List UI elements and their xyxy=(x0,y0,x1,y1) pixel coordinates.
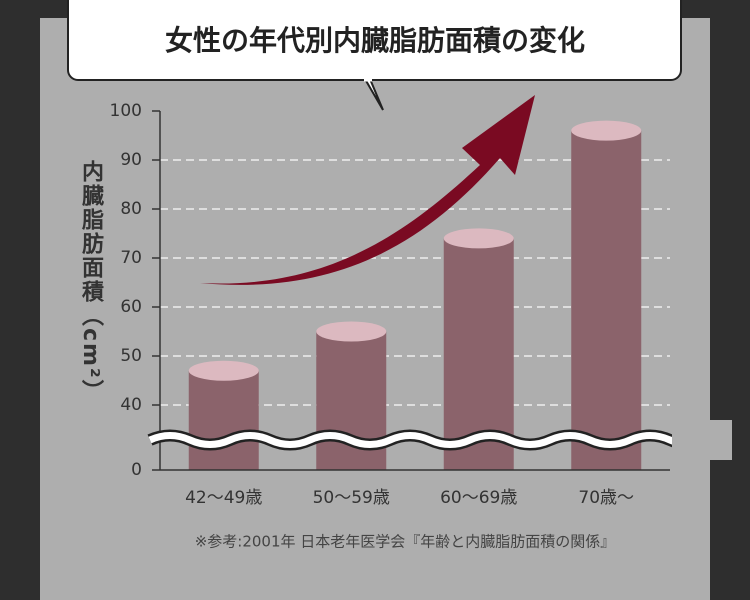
x-tick-label: 60～69歳 xyxy=(440,488,517,508)
title-tail xyxy=(364,78,384,111)
y-tick-label: 50 xyxy=(120,346,142,366)
y-tick-label: 0 xyxy=(131,460,142,480)
bar-top xyxy=(571,120,642,141)
title-box xyxy=(67,0,682,81)
bar xyxy=(571,130,642,470)
trend-arrow xyxy=(200,95,535,285)
bar-top xyxy=(443,228,514,249)
y-tick-label: 70 xyxy=(120,248,142,268)
bar-top xyxy=(188,360,259,381)
axis-break xyxy=(148,432,712,448)
bar xyxy=(188,370,259,470)
y-axis-label: 内臓脂肪面積（cm²） xyxy=(78,160,103,404)
break-clip xyxy=(672,420,732,460)
bar-top xyxy=(316,321,387,342)
x-tick-label: 70歳～ xyxy=(578,488,634,508)
x-tick-label: 50～59歳 xyxy=(313,488,390,508)
chart-title: 女性の年代別内臓脂肪面積の変化 xyxy=(165,24,585,57)
note: ※参考:2001年 日本老年医学会『年齢と内臓脂肪面積の関係』 xyxy=(195,533,616,551)
y-tick-label: 60 xyxy=(120,297,142,317)
x-tick-label: 42～49歳 xyxy=(185,488,262,508)
y-tick-label: 100 xyxy=(110,101,142,121)
y-tick-label: 90 xyxy=(120,150,142,170)
y-tick-label: 40 xyxy=(120,395,142,415)
y-tick-label: 80 xyxy=(120,199,142,219)
